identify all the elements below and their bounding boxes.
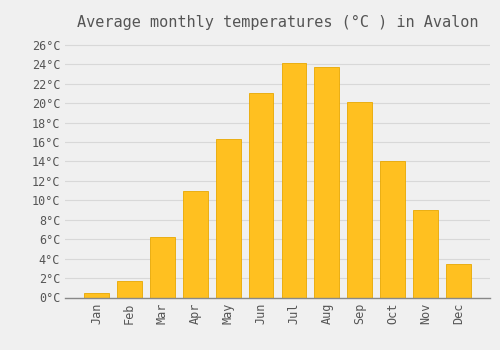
Bar <box>282 63 306 298</box>
Bar <box>380 161 405 298</box>
Bar <box>314 67 339 298</box>
Bar <box>183 190 208 298</box>
Bar <box>413 210 438 298</box>
Bar <box>216 139 240 298</box>
Bar <box>446 265 470 298</box>
Title: Average monthly temperatures (°C ) in Avalon: Average monthly temperatures (°C ) in Av… <box>77 15 478 30</box>
Bar <box>84 293 109 297</box>
Bar <box>248 93 274 298</box>
Bar <box>117 281 142 298</box>
Bar <box>150 237 174 298</box>
Bar <box>348 102 372 298</box>
